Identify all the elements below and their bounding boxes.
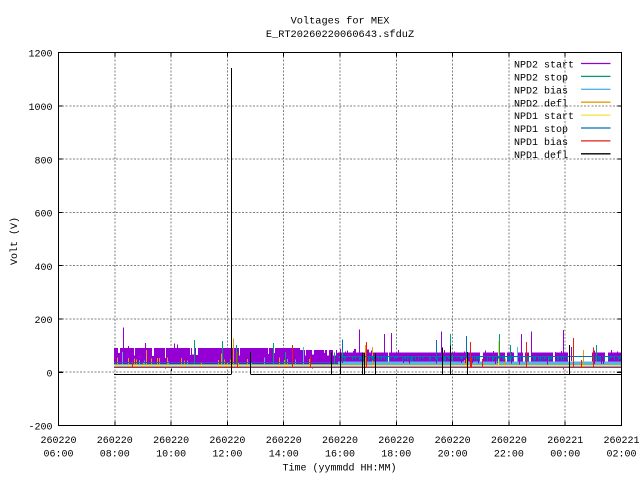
svg-text:Time (yymmdd HH:MM): Time (yymmdd HH:MM) xyxy=(282,463,396,475)
svg-text:NPD2 defl: NPD2 defl xyxy=(514,98,568,110)
svg-text:600: 600 xyxy=(34,210,52,221)
svg-text:260220: 260220 xyxy=(97,436,133,447)
svg-text:260220: 260220 xyxy=(491,436,527,447)
svg-text:Voltages for MEX: Voltages for MEX xyxy=(291,16,390,28)
svg-text:260221: 260221 xyxy=(547,436,583,447)
svg-text:260221: 260221 xyxy=(603,436,639,447)
svg-text:260220: 260220 xyxy=(378,436,414,447)
svg-text:0: 0 xyxy=(46,369,52,380)
svg-text:18:00: 18:00 xyxy=(381,449,411,460)
svg-text:400: 400 xyxy=(34,263,52,274)
svg-text:260220: 260220 xyxy=(266,436,302,447)
svg-text:10:00: 10:00 xyxy=(156,449,186,460)
svg-text:NPD2 bias: NPD2 bias xyxy=(514,85,568,97)
svg-text:16:00: 16:00 xyxy=(325,449,355,460)
svg-text:22:00: 22:00 xyxy=(494,449,524,460)
svg-text:Volt (V): Volt (V) xyxy=(9,217,21,265)
svg-text:NPD2 stop: NPD2 stop xyxy=(514,74,568,85)
svg-text:06:00: 06:00 xyxy=(43,449,73,460)
svg-text:00:00: 00:00 xyxy=(550,449,580,460)
svg-text:260220: 260220 xyxy=(435,436,471,447)
svg-text:NPD2 start: NPD2 start xyxy=(514,61,574,72)
svg-text:12:00: 12:00 xyxy=(212,449,242,460)
svg-text:260220: 260220 xyxy=(40,436,76,447)
svg-text:260220: 260220 xyxy=(153,436,189,447)
svg-text:NPD1 start: NPD1 start xyxy=(514,112,574,123)
svg-text:NPD1 stop: NPD1 stop xyxy=(514,125,568,136)
svg-text:E_RT20260220060643.sfduZ: E_RT20260220060643.sfduZ xyxy=(266,29,414,41)
svg-text:NPD1 bias: NPD1 bias xyxy=(514,137,568,149)
svg-text:260220: 260220 xyxy=(209,436,245,447)
svg-text:02:00: 02:00 xyxy=(606,449,636,460)
svg-text:200: 200 xyxy=(34,316,52,327)
svg-text:08:00: 08:00 xyxy=(100,449,130,460)
svg-text:NPD1 defl: NPD1 defl xyxy=(514,150,568,162)
svg-text:800: 800 xyxy=(34,156,52,167)
svg-text:14:00: 14:00 xyxy=(269,449,299,460)
svg-text:1000: 1000 xyxy=(28,103,52,114)
svg-text:260220: 260220 xyxy=(322,436,358,447)
svg-text:-200: -200 xyxy=(28,423,52,434)
svg-text:20:00: 20:00 xyxy=(438,449,468,460)
svg-text:1200: 1200 xyxy=(28,50,52,61)
